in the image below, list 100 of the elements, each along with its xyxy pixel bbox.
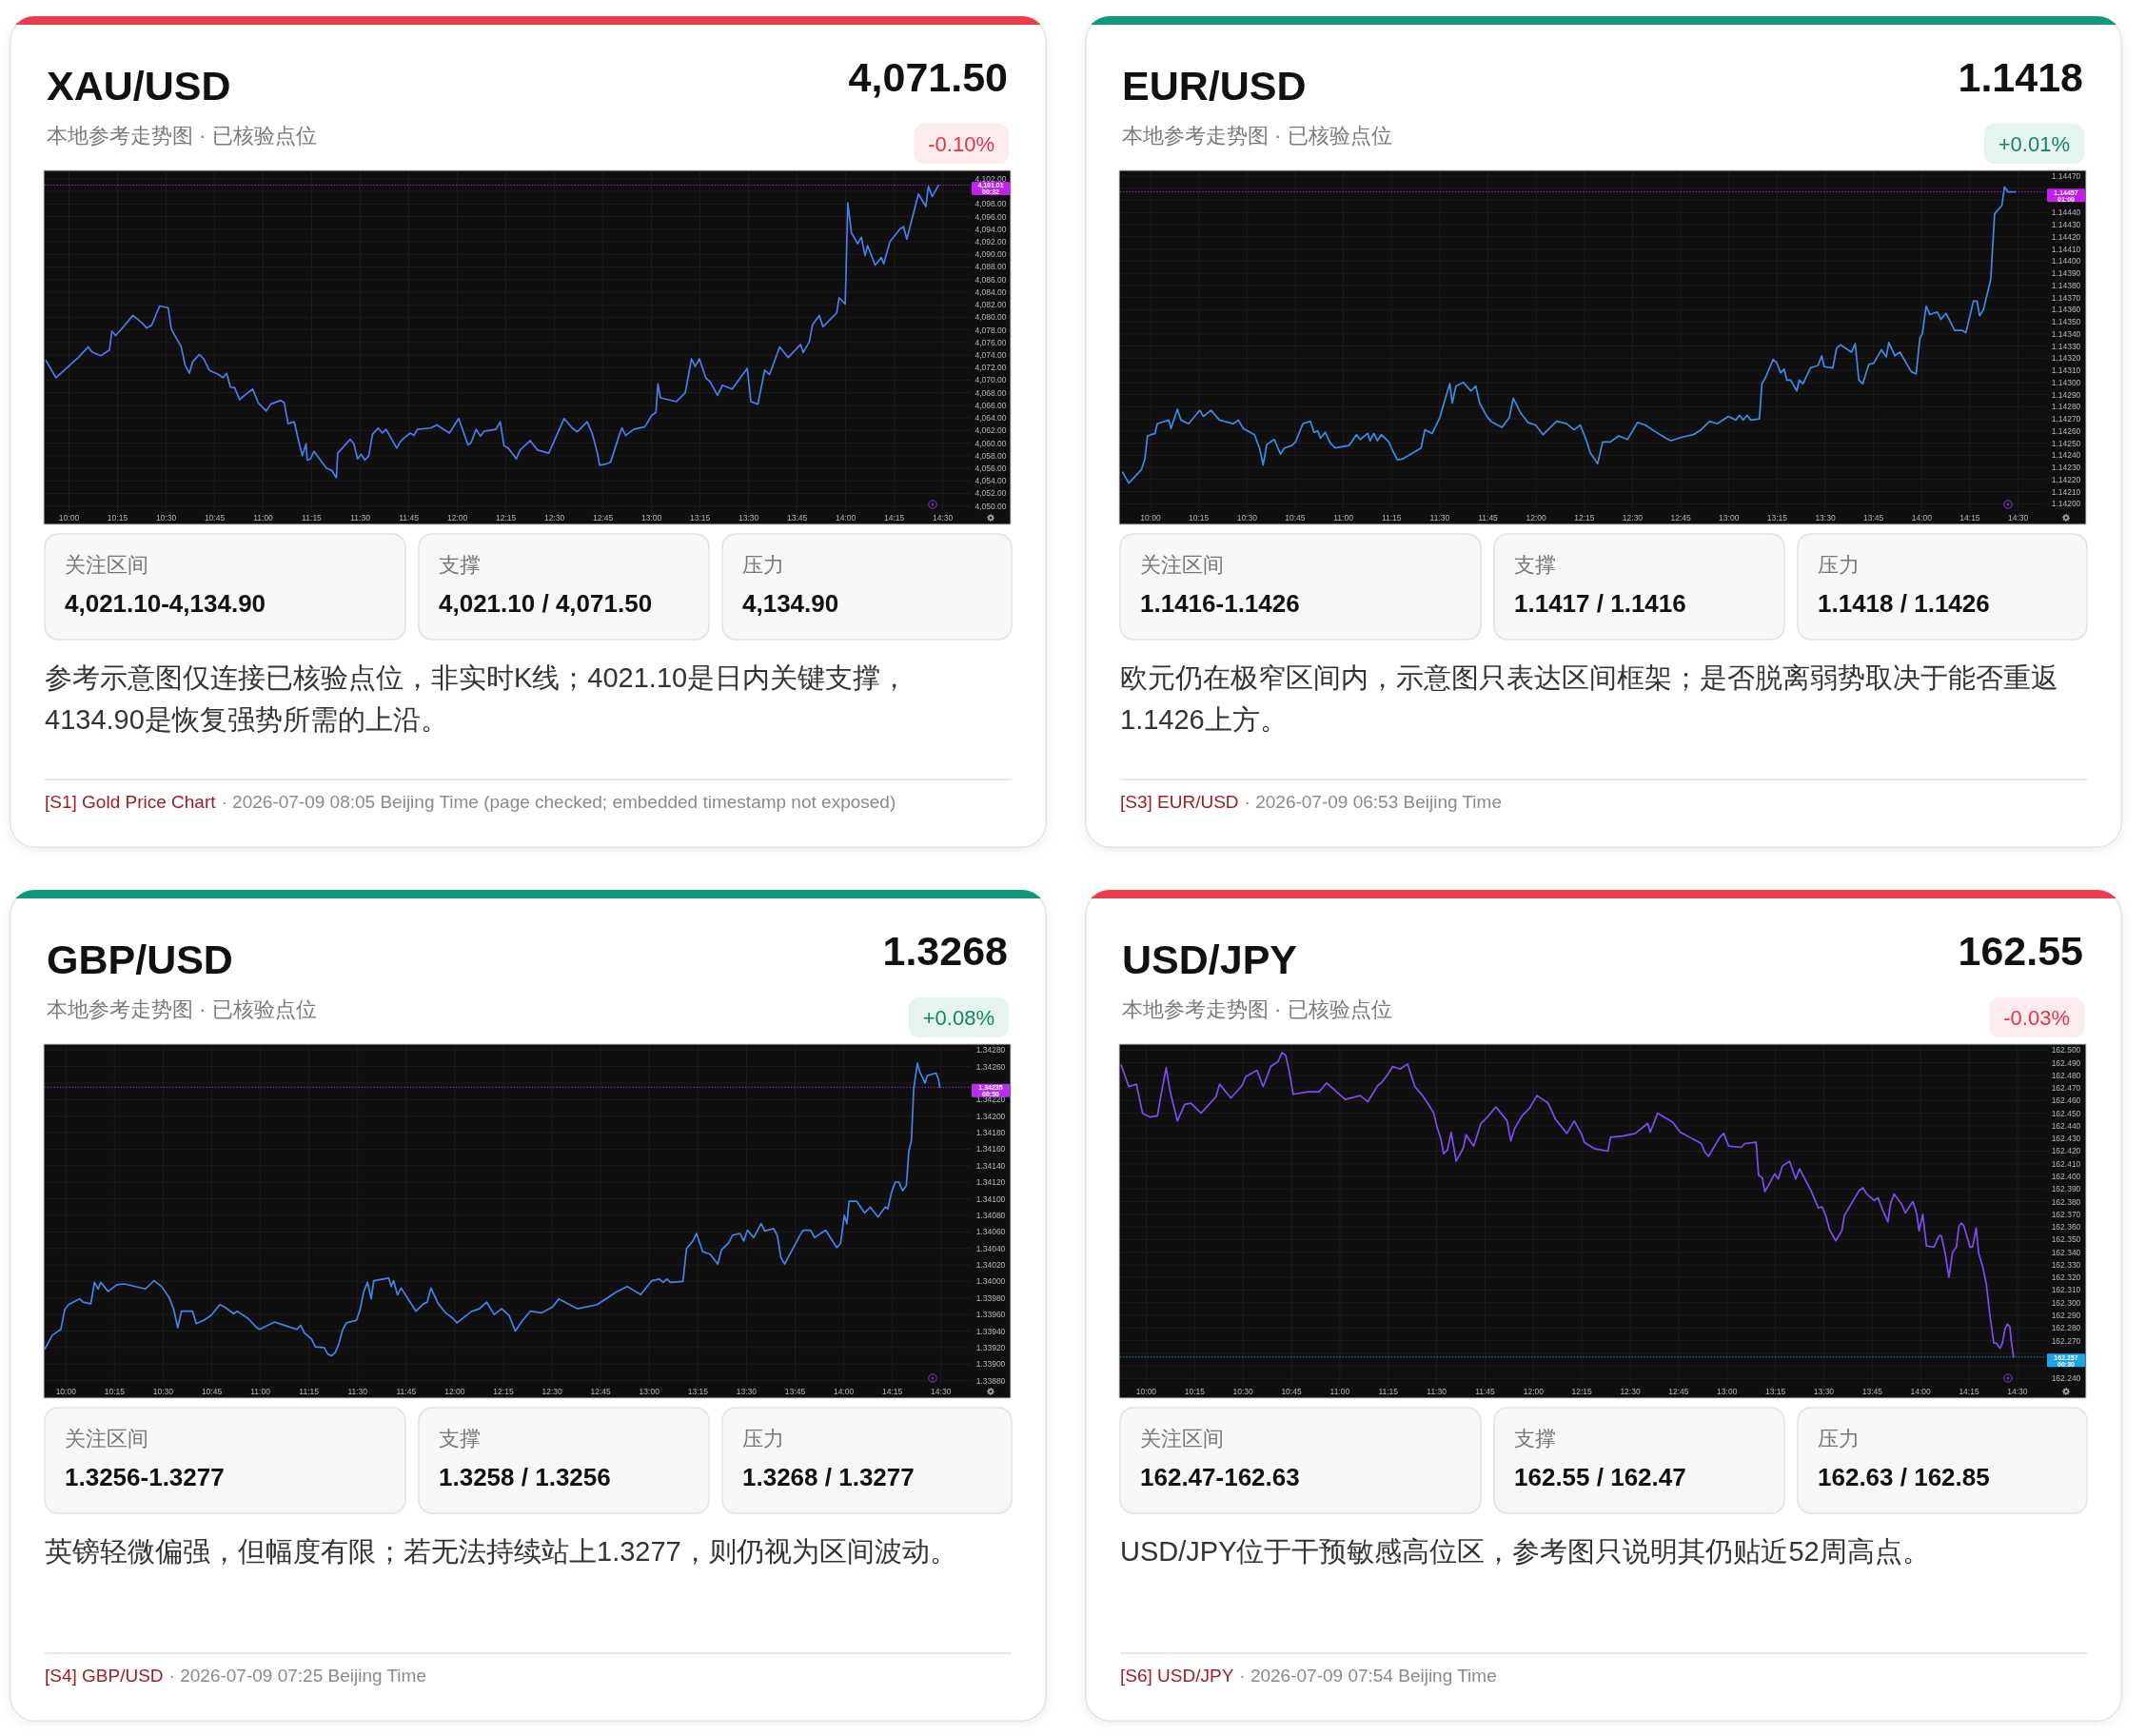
x-tick-label: 14:00	[835, 513, 856, 523]
text: 参考示意图仅连接已核验点位，非实时K线；4021.10是日内关键支撑，4134.90是恢复强势所需的上沿。	[45, 662, 909, 735]
y-tick-label: 162.500	[2051, 1045, 2081, 1055]
x-tick-label: 14:15	[882, 1387, 903, 1396]
x-tick-label: 12:45	[1670, 513, 1692, 523]
x-tick-label: 12:00	[1526, 513, 1547, 523]
x-tick-label: 11:00	[1329, 1387, 1350, 1396]
text: -0.03%	[2003, 1006, 2071, 1030]
y-tick-label: 4,072.00	[975, 363, 1007, 373]
y-tick-label: 4,084.00	[975, 286, 1007, 297]
y-tick-label: 1.14210	[2051, 486, 2081, 497]
x-tick-label: 11:45	[399, 513, 420, 523]
x-tick-label: 13:00	[1717, 1387, 1738, 1396]
text: 欧元仍在极窄区间内，示意图只表达区间框架；是否脱离弱势取决于能否重返1.1426上方。	[1120, 662, 2058, 735]
y-tick-label: 1.14340	[2051, 328, 2081, 339]
y-tick-label: 1.14270	[2051, 414, 2081, 424]
y-tick-label: 4,102.00	[975, 173, 1007, 184]
y-tick-label: 1.34140	[975, 1160, 1006, 1171]
y-tick-label: 1.14320	[2051, 353, 2081, 364]
text: 英镑轻微偏强，但幅度有限；若无法持续站上1.3277，则仍视为区间波动。	[45, 1536, 957, 1567]
y-tick-label: 1.14200	[2051, 499, 2081, 509]
text: · 2026-07-09 06:53 Beijing Time	[1244, 792, 1502, 812]
y-tick-label: 1.33980	[975, 1292, 1006, 1303]
y-tick-label: 4,094.00	[975, 224, 1007, 234]
y-tick-label: 4,082.00	[975, 300, 1007, 310]
x-tick-label: 13:15	[1764, 1387, 1786, 1396]
x-tick-label: 11:30	[350, 513, 371, 523]
text: 支撑	[439, 1427, 481, 1450]
y-tick-label: 1.14440	[2051, 207, 2081, 218]
y-tick-label: 1.14290	[2051, 389, 2081, 400]
x-tick-label: 13:30	[738, 513, 759, 523]
x-tick-label: 14:30	[2007, 1387, 2028, 1396]
y-tick-label: 162.280	[2051, 1323, 2081, 1333]
text: 162.63 / 162.85	[1818, 1463, 1990, 1491]
y-tick-label: 162.350	[2051, 1234, 2081, 1245]
x-tick-label: 14:30	[932, 513, 954, 523]
x-tick-label: 14:00	[1910, 1387, 1932, 1396]
x-tick-label: 13:45	[786, 513, 808, 523]
text: -0.10%	[928, 132, 995, 156]
text: 支撑	[1514, 1427, 1556, 1450]
x-tick-label: 10:00	[58, 513, 80, 523]
text: 1.3268	[882, 928, 1008, 974]
x-tick-label: 10:15	[107, 513, 128, 523]
text: 4,021.10-4,134.90	[65, 589, 266, 618]
x-tick-label: 10:45	[204, 513, 226, 523]
y-tick-label: 1.14400	[2051, 256, 2081, 266]
y-tick-label: 4,098.00	[975, 199, 1007, 209]
x-tick-label: 10:30	[152, 1387, 174, 1396]
x-tick-label: 12:30	[543, 513, 565, 523]
chart-subtitle: 本地参考走势图 · 已核验点位	[1122, 124, 1392, 148]
y-tick-label: 1.14420	[2051, 231, 2081, 242]
x-tick-label: 10:00	[1135, 1387, 1157, 1396]
y-tick-label: 1.33940	[975, 1326, 1006, 1336]
text: 关注区间	[65, 553, 148, 577]
y-tick-label: 1.34180	[975, 1128, 1006, 1138]
y-tick-label: 162.290	[2051, 1311, 2081, 1321]
x-tick-label: 12:15	[493, 1387, 514, 1396]
y-tick-label: 162.370	[2051, 1209, 2081, 1219]
x-tick-label: 11:00	[1333, 513, 1354, 523]
y-tick-label: 1.33880	[975, 1375, 1006, 1386]
y-tick-label: 1.34020	[975, 1260, 1006, 1271]
text: 1.1417 / 1.1416	[1514, 589, 1686, 618]
x-tick-label: 12:45	[592, 513, 614, 523]
x-tick-label: 12:15	[495, 513, 517, 523]
chart-title: XAU/USD	[47, 63, 231, 108]
x-tick-label: 13:15	[689, 513, 711, 523]
x-tick-label: 14:15	[1959, 513, 1980, 523]
y-tick-label: 1.34000	[975, 1276, 1006, 1287]
x-tick-label: 10:45	[1281, 1387, 1302, 1396]
text: 4,021.10 / 4,071.50	[439, 589, 653, 618]
chart-subtitle: 本地参考走势图 · 已核验点位	[47, 997, 317, 1021]
x-tick-label: 11:30	[1427, 1387, 1447, 1396]
y-tick-label: 4,062.00	[975, 425, 1007, 436]
x-tick-label: 13:15	[687, 1387, 709, 1396]
x-tick-label: 10:45	[201, 1387, 223, 1396]
y-tick-label: 4,090.00	[975, 249, 1007, 260]
x-tick-label: 10:30	[1236, 513, 1258, 523]
chart-subtitle: 本地参考走势图 · 已核验点位	[1122, 997, 1392, 1021]
y-tick-label: 162.380	[2051, 1196, 2081, 1207]
x-tick-label: 12:30	[1622, 513, 1644, 523]
x-tick-label: 13:00	[640, 513, 662, 523]
x-tick-label: 12:15	[1571, 1387, 1593, 1396]
chart-subtitle: 本地参考走势图 · 已核验点位	[47, 124, 317, 148]
text: 162.55 / 162.47	[1514, 1463, 1686, 1491]
y-tick-label: 4,066.00	[975, 400, 1007, 410]
y-tick-label: 1.33920	[975, 1342, 1006, 1352]
x-tick-label: 14:15	[1959, 1387, 1979, 1396]
y-tick-label: 162.490	[2051, 1057, 2081, 1068]
y-tick-label: 4,080.00	[975, 312, 1007, 323]
chart-title: USD/JPY	[1122, 937, 1298, 982]
y-tick-label: 1.34200	[975, 1111, 1006, 1121]
text: 支撑	[1514, 553, 1556, 577]
text: 1.3268 / 1.3277	[742, 1463, 915, 1491]
y-tick-label: 162.400	[2051, 1172, 2081, 1182]
y-tick-label: 1.34120	[975, 1177, 1006, 1188]
y-tick-label: 1.34040	[975, 1243, 1006, 1253]
y-tick-label: 1.14410	[2051, 244, 2081, 254]
text: [S1] Gold Price Chart	[45, 792, 217, 812]
text: 压力	[1818, 1427, 1860, 1450]
y-tick-label: 162.270	[2051, 1335, 2081, 1346]
